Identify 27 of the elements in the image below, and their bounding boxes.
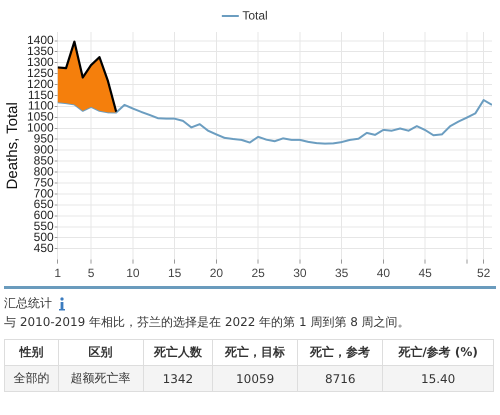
x-tick-label: 25 — [251, 266, 266, 280]
legend-label: Total — [242, 8, 268, 22]
text: 与 2010-2019 年相比，芬兰的选择是在 2022 年的第 1 周到第 8 周之间。 — [4, 314, 411, 331]
x-tick-label: 35 — [334, 266, 349, 280]
x-tick-label: 40 — [376, 266, 390, 280]
text: 死亡，参考 — [298, 340, 383, 366]
text: 1342 — [143, 366, 213, 392]
x-tick-label: 10 — [126, 266, 140, 280]
x-tick-label: 20 — [210, 266, 224, 280]
x-tick-label: 52 — [476, 266, 491, 280]
x-tick-label: 15 — [168, 266, 182, 280]
text: 区别 — [58, 340, 144, 366]
x-tick-label: 30 — [293, 266, 307, 280]
text: 死亡，目标 — [212, 340, 298, 366]
text: 15.40 — [382, 366, 494, 392]
text: 性别 — [4, 340, 58, 366]
text: 全部的 — [4, 366, 58, 392]
text: 超额死亡率 — [58, 366, 144, 392]
text: 汇总统计 — [4, 295, 52, 312]
text: 8716 — [298, 366, 383, 392]
x-tick-label: 1 — [54, 266, 62, 280]
x-tick-label: 45 — [418, 266, 432, 280]
y-axis-title: Deaths, Total — [4, 102, 22, 190]
x-tick-label: 5 — [88, 266, 95, 280]
text: 10059 — [212, 366, 298, 392]
text: 死亡/参考 (%) — [382, 340, 494, 366]
text: 死亡人数 — [143, 340, 213, 366]
